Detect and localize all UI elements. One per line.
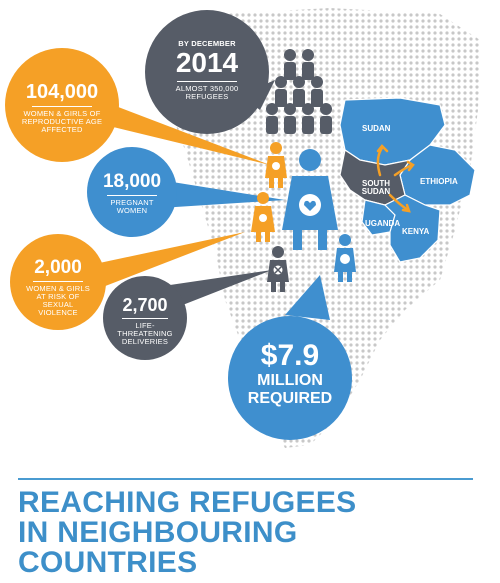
pregnant-number: 18,000 [102,171,162,192]
kenya-shape [383,194,441,263]
funding-amount: $7.9 [260,339,320,372]
violence-rule [33,280,83,282]
december-rule [177,80,237,82]
headline-divider [18,478,473,480]
ethiopia-label: ETHIOPIA [420,177,458,186]
deliveries-rule [122,317,168,319]
pregnant-woman-icon [282,149,338,250]
east-africa-map [339,97,476,263]
by-december-label: BY DECEMBER [178,39,236,48]
deliveries-label: LIFE-THREATENING DELIVERIES [117,320,173,346]
refugee-group-icon [266,49,332,134]
crossed-person-icon [267,246,289,292]
women-callout [5,48,270,165]
deliveries-text: 2,700 LIFE-THREATENING DELIVERIES [108,296,182,346]
person-icon [265,142,287,188]
pregnant-callout [87,147,285,237]
pregnant-rule [107,194,157,196]
violence-text: 2,000 WOMEN & GIRLS AT RISK OF SEXUAL VI… [14,258,102,316]
funding-text: $7.9 MILLION REQUIRED [232,340,348,408]
pregnant-text: 18,000 PREGNANT WOMEN [92,172,172,215]
women-rule [32,106,92,107]
small-pregnant-icon [251,192,275,242]
uganda-label: UGANDA [365,219,401,228]
arrow-icon [376,144,415,213]
infographic-scene [5,8,480,448]
women-label: WOMEN & GIRLS OF REPRODUCTIVE AGE AFFECT… [21,109,103,134]
kenya-label: KENYA [402,227,430,236]
page-title: REACHING REFUGEES IN NEIGHBOURING COUNTR… [18,488,488,578]
pregnant-label: PREGNANT WOMEN [110,197,154,215]
violence-number: 2,000 [34,257,82,278]
violence-label: WOMEN & GIRLS AT RISK OF SEXUAL VIOLENCE [26,283,90,317]
refugee-count-label: ALMOST 350,000 REFUGEES [175,83,239,101]
headline-line-2: IN NEIGHBOURING [18,516,298,549]
funding-callout [228,275,352,440]
year-label: 2014 [175,46,239,78]
violence-callout [10,232,245,330]
december-text: BY DECEMBER 2014 ALMOST 350,000 REFUGEES [150,40,264,101]
funding-required: REQUIRED [247,390,333,407]
deliveries-number: 2,700 [122,295,168,315]
money-person-icon [334,234,356,282]
headline-line-3: COUNTRIES [18,546,198,579]
headline-line-1: REACHING REFUGEES [18,486,357,519]
funding-million: MILLION [257,372,323,389]
women-text: 104,000 WOMEN & GIRLS OF REPRODUCTIVE AG… [10,82,114,134]
women-number: 104,000 [25,81,99,103]
south-sudan-label: SOUTH SUDAN [361,179,391,196]
sudan-label: SUDAN [362,124,391,133]
december-callout [145,10,275,134]
